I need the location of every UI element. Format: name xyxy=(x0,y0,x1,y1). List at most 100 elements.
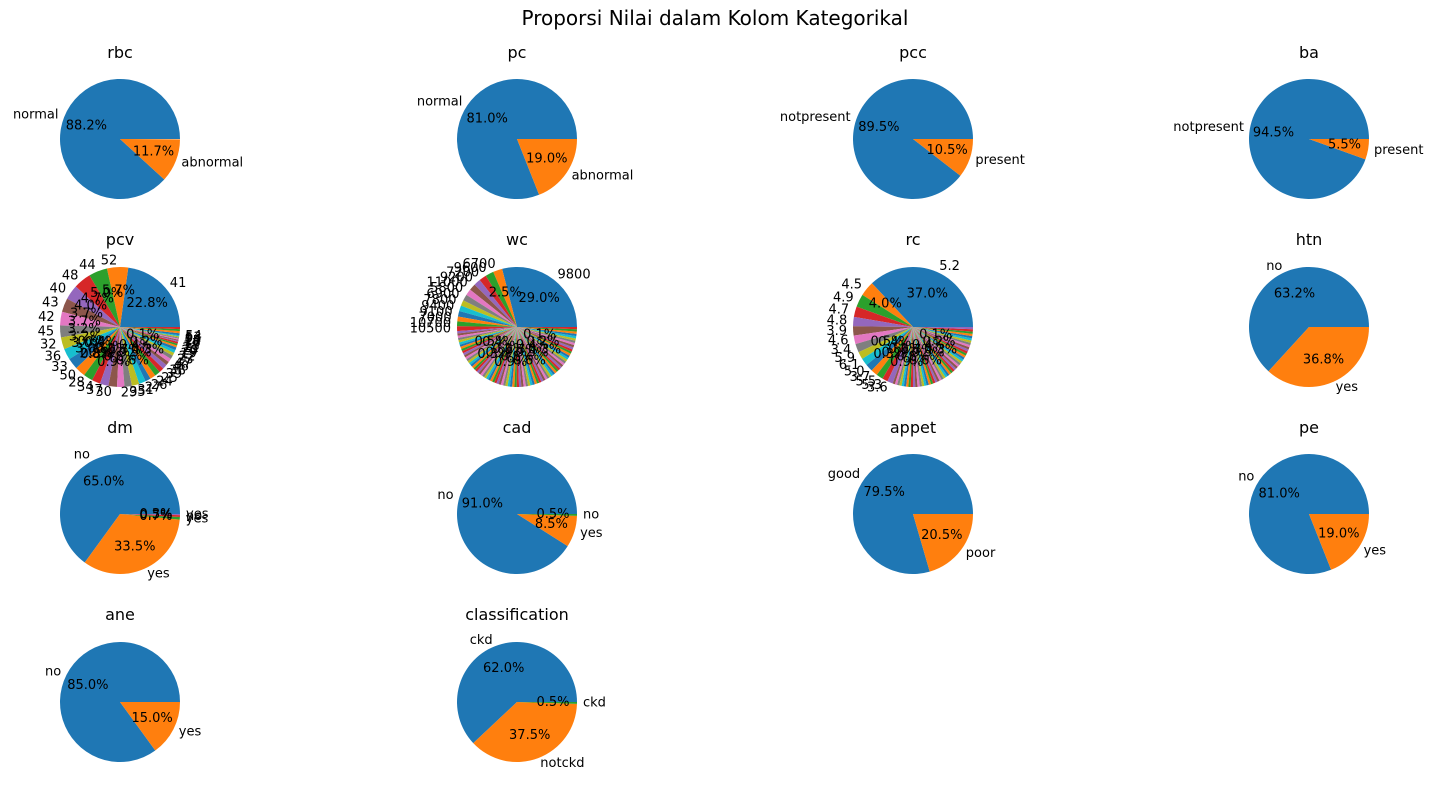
pie-wedge xyxy=(120,327,132,387)
pie-wedge xyxy=(120,327,173,359)
pie-wedge xyxy=(1309,514,1369,570)
pie-wedge-minor xyxy=(517,327,561,371)
pie-cad: cad no yes no 91.0% 8.5%0.5% xyxy=(437,418,603,575)
pie-wedge xyxy=(89,268,120,327)
pie-wedge-minor xyxy=(517,327,546,381)
pie-wedge-minor xyxy=(913,327,955,372)
pie-pct-label: 3.0% xyxy=(75,342,108,357)
pie-wedge-minor xyxy=(517,327,552,378)
pie-crowded-pct: 0.6% xyxy=(116,353,149,368)
pie-wedge xyxy=(517,702,577,704)
pie-wedge-minor xyxy=(913,327,965,360)
pie-wedge xyxy=(853,78,973,199)
pie-wedge-minor xyxy=(913,327,966,358)
pie-wedge-minor xyxy=(473,327,517,370)
pie-wedge xyxy=(120,514,180,520)
pie-wedge-minor xyxy=(470,327,517,367)
pie-label: notpresent xyxy=(780,110,851,125)
pie-crowded-pct: 0.1% xyxy=(126,328,159,343)
pie-label: 11000 xyxy=(426,276,467,291)
pie-label: no xyxy=(45,665,61,680)
pie-wedge xyxy=(485,271,517,327)
pie-wedge xyxy=(456,326,517,332)
pie-wedge-minor xyxy=(462,327,517,354)
pie-wedge-minor xyxy=(458,327,517,343)
pie-pct-label: 5.7% xyxy=(102,284,135,299)
pie-label: 4.8 xyxy=(827,314,848,329)
pie-wedge xyxy=(457,321,517,327)
pie-wedge xyxy=(60,311,120,327)
pie-wedge-minor xyxy=(469,327,517,365)
pie-label: 3.7 xyxy=(850,370,871,385)
pie-wedge-minor xyxy=(913,327,925,387)
pie-crowded-pct: 0.3% xyxy=(873,347,906,362)
pie-wedge-minor xyxy=(517,327,572,354)
pie-wedge-minor xyxy=(913,327,972,343)
pie-wedge xyxy=(60,78,181,199)
pie-label: 52 xyxy=(101,254,118,269)
pie-pct-label: 89.5% xyxy=(858,120,899,135)
pie-wedge-minor xyxy=(517,327,531,386)
pie-wedge-minor xyxy=(517,327,575,348)
pie-label: no xyxy=(74,448,90,463)
pie-wedge-minor xyxy=(913,327,957,371)
pie-wedge xyxy=(866,327,913,371)
pie-pct-label: 0.5% xyxy=(139,508,172,523)
pie-label: 5.5 xyxy=(856,374,877,389)
pie-pct-label: 29.0% xyxy=(518,291,559,306)
pie-crowded-pct: 0.2% xyxy=(129,335,162,350)
pie-label: 28 xyxy=(68,375,85,390)
pie-pct-label: 4.0% xyxy=(74,299,107,314)
pie-pct-label: 10.5% xyxy=(926,143,967,158)
pie-label: 43 xyxy=(42,295,59,310)
pie-wedge-minor xyxy=(913,327,944,380)
pie-title: pe xyxy=(1299,418,1319,437)
pie-wedge xyxy=(120,327,151,382)
pie-wedge xyxy=(1249,454,1369,575)
pie-wedge xyxy=(69,327,120,369)
pie-wedge-minor xyxy=(517,327,559,372)
pie-wedge-minor xyxy=(517,327,564,367)
pie-wedge-minor xyxy=(500,327,517,386)
pie-label: poor xyxy=(966,546,996,561)
pie-wedge-minor xyxy=(496,327,517,385)
pie-ba: ba notpresent present 94.5% 5.5% xyxy=(1173,43,1423,199)
pie-wedge xyxy=(852,454,973,575)
pie-wedge-minor xyxy=(517,327,524,387)
pie-wedge xyxy=(120,327,146,384)
pie-label: 29 xyxy=(121,386,138,401)
pie-label: 4.7 xyxy=(829,303,850,318)
pie-pct-label: 20.5% xyxy=(921,528,962,543)
pie-wedge-minor xyxy=(913,327,923,387)
pie-crowded-pct: 0.4% xyxy=(878,335,911,350)
pie-label: yes xyxy=(1336,380,1359,395)
pie-wedge xyxy=(120,139,180,180)
pie-crowded-pct: 0.9% xyxy=(494,355,527,370)
pie-wedge xyxy=(120,327,164,373)
pie-wedge xyxy=(853,316,913,327)
pie-crowded-pct: 0.5% xyxy=(515,346,548,361)
pie-wedge-minor xyxy=(517,327,554,377)
pie-wedge-minor xyxy=(913,327,973,339)
pie-wedge xyxy=(457,316,517,327)
pie-label: 5.2 xyxy=(939,259,960,274)
pie-wedge-minor xyxy=(517,327,574,350)
pie-wedge-minor xyxy=(517,327,542,383)
pie-pct-label: 0.5% xyxy=(536,695,569,710)
pie-wedge xyxy=(120,327,179,341)
pie-label: 37 xyxy=(86,383,103,398)
pie-crowded-pct: 0.3% xyxy=(131,343,164,358)
pie-pct-label: 79.5% xyxy=(864,485,905,500)
pie-label: 24 xyxy=(156,375,173,390)
pie-pct-label: 65.0% xyxy=(83,474,124,489)
pie-wedge-minor xyxy=(503,327,517,386)
pie-wc: wc0.1%0.2%0.3%0.4%0.5%0.6%0.7%0.8%0.9%0.… xyxy=(410,230,591,388)
pie-pct-label: 3.2% xyxy=(69,329,102,344)
pie-wedge-minor xyxy=(465,327,517,360)
pie-label: normal xyxy=(13,108,59,123)
pie-wedge-minor xyxy=(457,327,517,334)
pie-label: yes xyxy=(186,507,209,522)
pie-label: present xyxy=(1374,143,1423,158)
pie-wedge xyxy=(470,284,517,327)
